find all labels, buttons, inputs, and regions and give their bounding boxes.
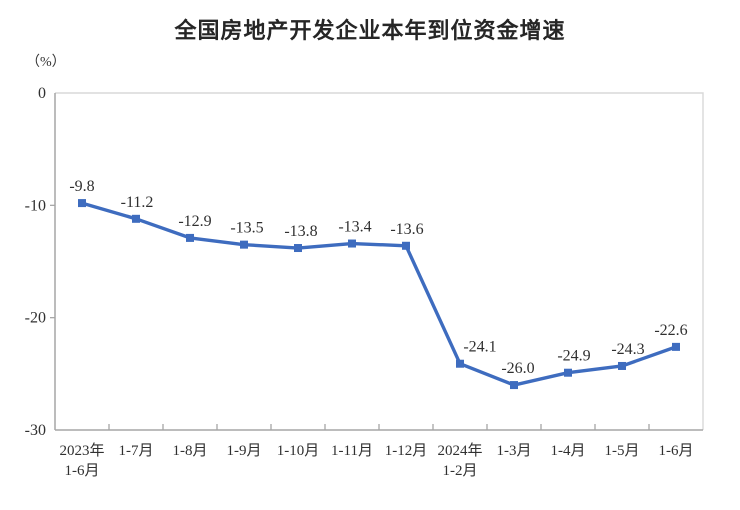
x-axis-label: 1-8月 xyxy=(173,443,208,459)
data-point-label: -9.8 xyxy=(69,178,94,195)
x-axis-label: 1-4月 xyxy=(551,443,586,459)
x-axis-label: 1-6月 xyxy=(659,443,694,459)
x-axis-label: 2024年 xyxy=(437,442,482,459)
chart-line xyxy=(80,201,678,387)
data-point-marker xyxy=(240,240,248,249)
data-point-label: -13.4 xyxy=(338,219,371,236)
data-point-label: -13.8 xyxy=(284,223,317,240)
y-axis-tick-label: 0 xyxy=(38,85,46,102)
data-point-marker xyxy=(564,368,572,377)
data-point-marker xyxy=(186,233,194,242)
x-axis-label: 1-10月 xyxy=(277,443,320,459)
data-point-label: -11.2 xyxy=(121,194,154,211)
data-point-marker xyxy=(78,199,86,208)
data-point-marker xyxy=(510,381,518,390)
data-point-label: -26.0 xyxy=(501,360,534,377)
x-axis-label: 1-11月 xyxy=(331,443,373,459)
x-axis-label: 2023年 xyxy=(59,442,104,459)
chart-title: 全国房地产开发企业本年到位资金增速 xyxy=(174,18,566,43)
x-axis-label: 1-6月 xyxy=(65,463,100,479)
x-axis-label: 1-3月 xyxy=(497,443,532,459)
data-point-marker xyxy=(672,342,680,351)
data-point-label: -12.9 xyxy=(178,213,211,230)
x-axis-label: 1-2月 xyxy=(443,463,478,479)
data-point-label: -24.1 xyxy=(463,339,496,356)
y-axis-unit-label: （%） xyxy=(26,55,66,70)
y-axis-tick-label: -20 xyxy=(25,310,46,327)
x-axis-label: 1-5月 xyxy=(605,443,640,459)
data-point-marker xyxy=(132,214,140,223)
data-point-label: -13.6 xyxy=(390,221,423,238)
data-point-label: -13.5 xyxy=(230,220,263,237)
data-point-marker xyxy=(618,361,626,370)
data-point-label: -22.6 xyxy=(654,322,687,339)
x-axis-label: 1-12月 xyxy=(385,443,428,459)
y-axis-tick-label: -30 xyxy=(25,422,46,439)
plot-border xyxy=(55,92,704,430)
data-point-marker xyxy=(456,359,464,368)
data-point-marker xyxy=(402,241,410,250)
y-axis-tick-label: -10 xyxy=(25,197,46,214)
x-axis-label: 1-9月 xyxy=(227,443,262,459)
data-point-label: -24.9 xyxy=(557,348,590,365)
data-point-marker xyxy=(294,244,302,253)
data-point-label: -24.3 xyxy=(611,341,644,358)
data-point-marker xyxy=(348,239,356,248)
x-axis-label: 1-7月 xyxy=(119,443,154,459)
